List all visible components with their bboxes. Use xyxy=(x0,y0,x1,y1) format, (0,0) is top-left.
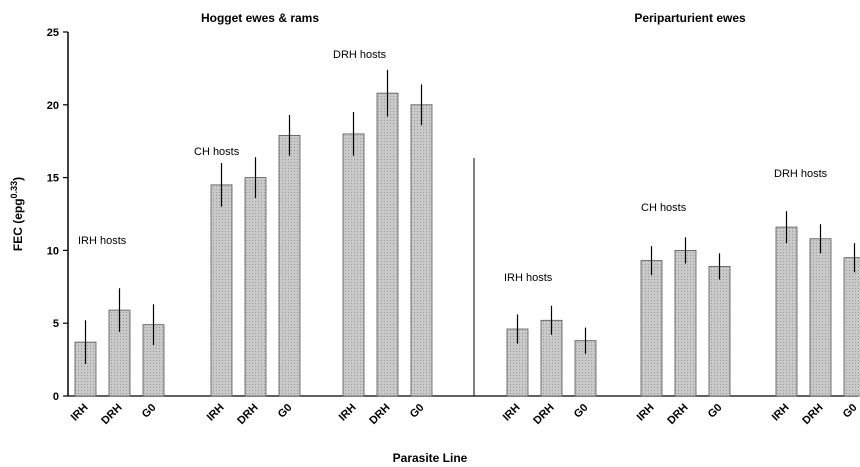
bar xyxy=(244,177,267,397)
bar xyxy=(775,226,798,397)
bar xyxy=(342,133,365,397)
y-tick-label: 20 xyxy=(47,100,59,112)
x-tick-label: G0 xyxy=(572,402,591,421)
y-tick-label: 25 xyxy=(47,27,59,39)
axes xyxy=(63,31,858,397)
bar xyxy=(674,249,697,397)
bars xyxy=(74,69,860,397)
x-tick-label: IRH xyxy=(635,402,657,424)
bar xyxy=(376,92,399,397)
group-label: DRH hosts xyxy=(774,168,828,180)
bar xyxy=(809,238,832,397)
x-tick-label: DRH xyxy=(800,402,825,427)
x-tick-label: G0 xyxy=(140,402,159,421)
x-tick-label: IRH xyxy=(205,402,227,424)
group-label: CH hosts xyxy=(641,202,687,214)
x-tick-label: DRH xyxy=(367,402,392,427)
x-tick-label: DRH xyxy=(235,402,260,427)
group-label: DRH hosts xyxy=(333,49,387,61)
bar xyxy=(410,104,433,397)
y-tick-label: 10 xyxy=(47,245,59,257)
y-tick-label: 5 xyxy=(53,318,59,330)
group-label: CH hosts xyxy=(194,146,240,158)
x-tick-label: DRH xyxy=(99,402,124,427)
bar xyxy=(843,257,860,397)
panel-title: Periparturient ewes xyxy=(634,11,746,25)
bar xyxy=(708,266,731,397)
x-tick-label: IRH xyxy=(770,402,792,424)
x-tick-label: DRH xyxy=(531,402,556,427)
group-label: IRH hosts xyxy=(504,272,553,284)
x-tick-label: IRH xyxy=(501,402,523,424)
x-tick-label: G0 xyxy=(408,402,427,421)
bar xyxy=(640,260,663,397)
group-label: IRH hosts xyxy=(78,235,127,247)
x-tick-label: IRH xyxy=(69,402,91,424)
x-tick-label: G0 xyxy=(841,402,860,421)
y-tick-label: 0 xyxy=(53,391,59,403)
bar xyxy=(278,134,301,397)
x-axis-label: Parasite Line xyxy=(393,451,468,465)
x-tick-label: IRH xyxy=(337,402,359,424)
labels: 0 5 10 15 20 25 FEC (epg0.33) Parasite Line Hogg… xyxy=(9,11,860,465)
x-tick-label: G0 xyxy=(706,402,725,421)
bar xyxy=(210,184,233,397)
y-axis-label: FEC (epg0.33) xyxy=(9,177,25,251)
y-tick-label: 15 xyxy=(47,173,59,185)
x-tick-label: G0 xyxy=(276,402,295,421)
x-tick-label: DRH xyxy=(665,402,690,427)
panel-title: Hogget ewes & rams xyxy=(201,11,319,25)
